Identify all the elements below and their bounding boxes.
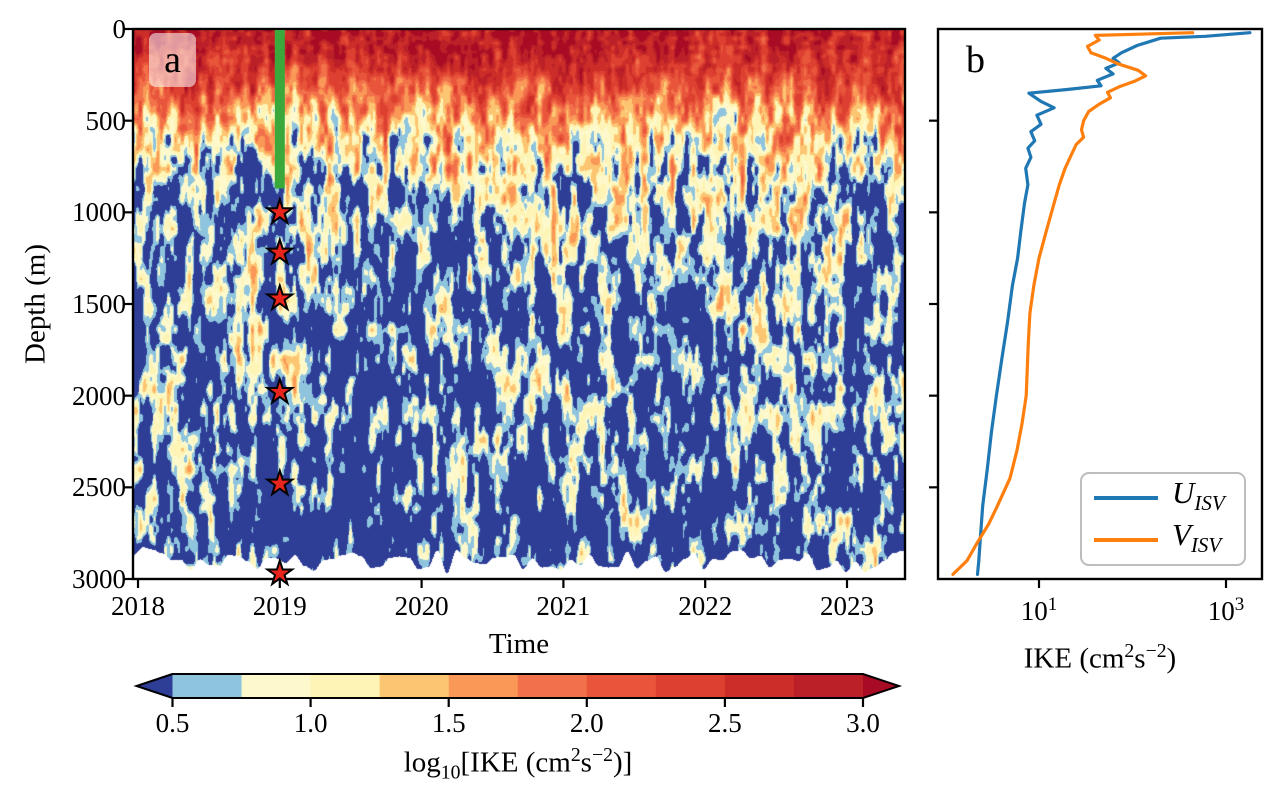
colorbar-tick-label: 0.5 [155,708,190,738]
legend-item-visv: VISV [1082,519,1244,561]
panel-a-xtick-label: 2019 [252,591,307,621]
panel-b-xaxis-title-text: IKE (cm [1023,642,1125,675]
colorbar-segment [310,674,381,698]
panel-a-xtick-label: 2023 [820,591,874,621]
panel-a-ytick-label: 1500 [72,289,126,319]
colorbar-over-arrow [863,674,899,698]
panel-a-ytick-label: 500 [85,105,127,136]
panel-a-ytick-label: 1000 [72,197,126,228]
colorbar-segment [448,674,519,698]
legend-label: UISV [1172,477,1225,519]
logtick-exponent: 3 [1234,594,1245,615]
legend-label-sub: ISV [1190,533,1222,558]
panel-b-xaxis-title-text: ) [1166,642,1177,675]
colorbar-tick-label: 2.5 [708,708,742,738]
panel-a-xaxis-title: Time [488,628,550,660]
colorbar-title-text: )] [612,746,633,779]
panel-a-ytick-label: 3000 [72,564,126,594]
panel-a-heatmap [133,29,905,579]
colorbar-segment [793,674,864,698]
colorbar-segment [172,674,243,698]
panel-b-label-box: b [952,33,999,87]
legend-item-uisv: UISV [1082,477,1244,519]
colorbar-tick-label: 3.0 [846,708,880,738]
legend-label-base: U [1172,474,1195,510]
legend-line-swatch [1094,495,1158,500]
legend-label: VISV [1172,519,1221,561]
logtick-base: 10 [1020,596,1048,626]
panel-b-label: b [966,39,985,81]
colorbar-title-text: log [403,746,441,779]
colorbar-segment [655,674,726,698]
panel-b-xtick-label: 101 [1021,594,1058,627]
colorbar-tick-label: 1.5 [431,708,466,738]
legend-box: UISV VISV [1080,472,1246,566]
panel-b-xtick-label: 103 [1208,594,1245,627]
panel-b-xaxis-title-sup: 2 [1124,640,1135,662]
panel-a-label: a [164,39,181,81]
panel-a-xtick-label: 2022 [678,591,733,621]
panel-b-xaxis-title-sup: −2 [1145,640,1167,662]
colorbar-segment [586,674,657,698]
panel-a-xtick-label: 2021 [536,591,591,621]
legend-label-base: V [1172,517,1191,553]
panel-b-xaxis-title: IKE (cm2s−2) [1024,640,1176,676]
colorbar-title-text: s [580,746,592,779]
panel-a-ytick-label: 2000 [72,380,126,411]
colorbar-tick-label: 1.0 [293,708,328,738]
colorbar-title: log10[IKE (cm2s−2)] [404,744,633,784]
panel-a-ytick-label: 2500 [72,472,126,503]
colorbar-segment [724,674,795,698]
colorbar-segment [241,674,312,698]
legend-line-swatch [1094,538,1158,543]
panel-a-label-box: a [149,33,196,87]
panel-a-xtick-label: 2020 [394,591,449,621]
legend-label-sub: ISV [1194,490,1225,515]
colorbar-segment [379,674,450,698]
panel-b-xaxis-title-text: s [1134,642,1146,675]
logtick-base: 10 [1207,596,1235,626]
colorbar-title-text: [IKE (cm [460,746,571,779]
colorbar-under-arrow [136,674,173,698]
colorbar-outline [133,673,903,699]
colorbar-title-sub: 10 [440,761,461,784]
colorbar-segment [517,674,588,698]
panel-a-ytick-label: 0 [112,14,127,44]
colorbar-title-sup: −2 [591,744,613,766]
colorbar-title-sup: 2 [570,744,581,766]
panel-a-xtick-label: 2018 [111,591,165,621]
logtick-exponent: 1 [1047,594,1058,615]
colorbar-tick-label: 2.0 [569,708,604,738]
